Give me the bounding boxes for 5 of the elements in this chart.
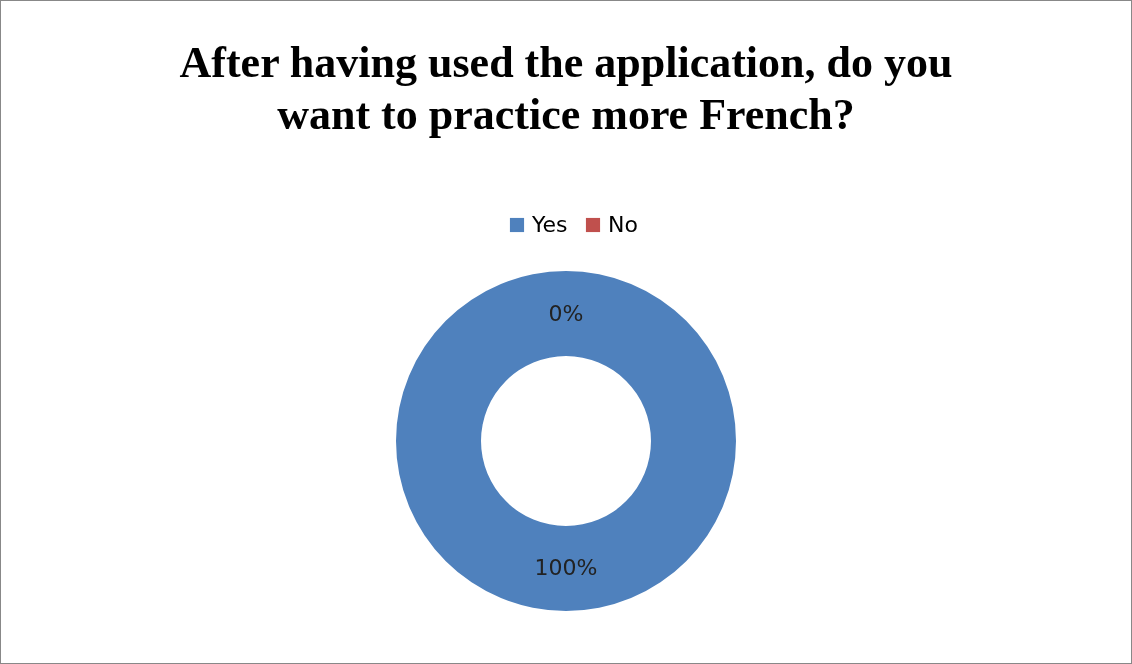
data-label: 100% — [534, 555, 598, 580]
legend-label: No — [608, 212, 638, 237]
chart-title: After having used the application, do you want to practice more French? — [178, 37, 954, 141]
text: 0% — [548, 301, 584, 326]
legend-label: Yes — [531, 212, 568, 237]
